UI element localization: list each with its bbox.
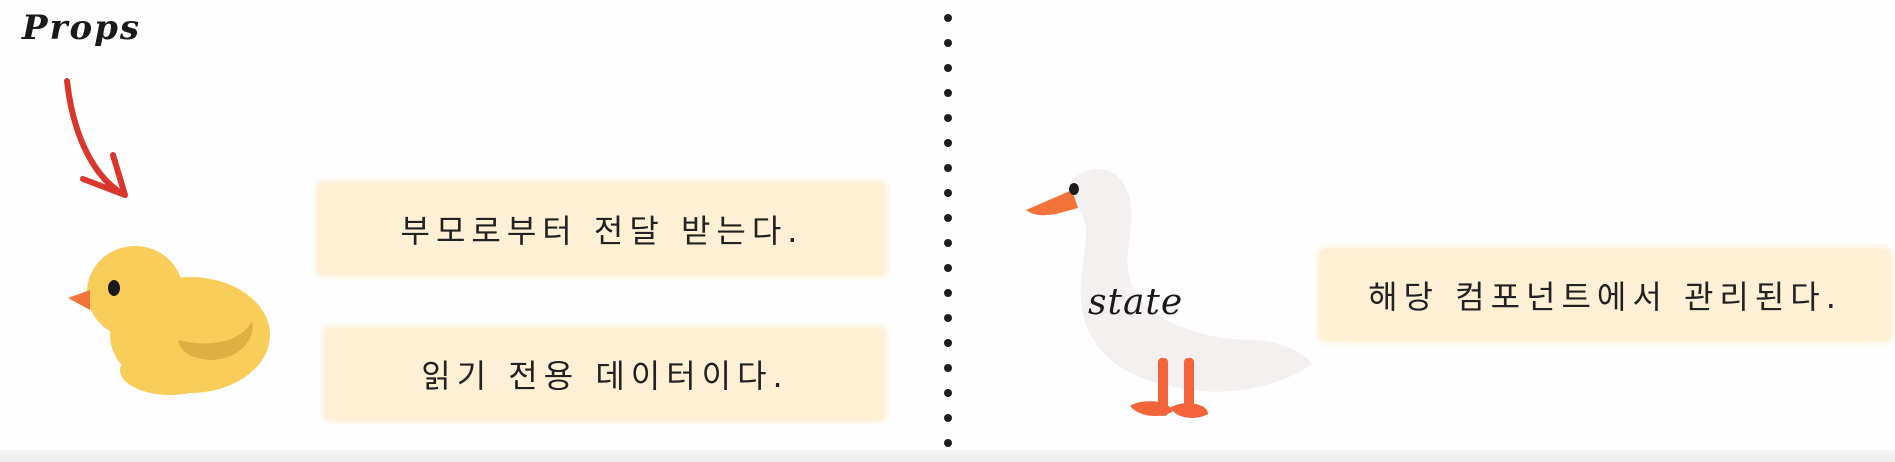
divider-dot [944, 439, 952, 447]
state-note-managed: 해당 컴포넌트에서 관리된다. [1320, 249, 1890, 341]
divider-dot [944, 189, 952, 197]
divider-dot [944, 314, 952, 322]
dotted-divider [944, 14, 952, 447]
chick-illustration [68, 246, 270, 395]
divider-dot [944, 114, 952, 122]
divider-dot [944, 139, 952, 147]
divider-dot [944, 264, 952, 272]
red-arrow-icon [64, 78, 128, 198]
divider-dot [944, 214, 952, 222]
divider-dot [944, 414, 952, 422]
state-label: state [1088, 282, 1184, 323]
divider-dot [944, 64, 952, 72]
divider-dot [944, 164, 952, 172]
props-note-readonly: 읽기 전용 데이터이다. [325, 328, 885, 420]
divider-dot [944, 364, 952, 372]
props-note-parent: 부모로부터 전달 받는다. [318, 183, 886, 275]
divider-dot [944, 89, 952, 97]
props-label: Props [22, 8, 142, 48]
divider-dot [944, 239, 952, 247]
divider-dot [944, 39, 952, 47]
bottom-edge [0, 450, 1895, 462]
divider-dot [944, 389, 952, 397]
divider-dot [944, 14, 952, 22]
goose-illustration [1026, 169, 1312, 418]
divider-dot [944, 289, 952, 297]
divider-dot [944, 339, 952, 347]
